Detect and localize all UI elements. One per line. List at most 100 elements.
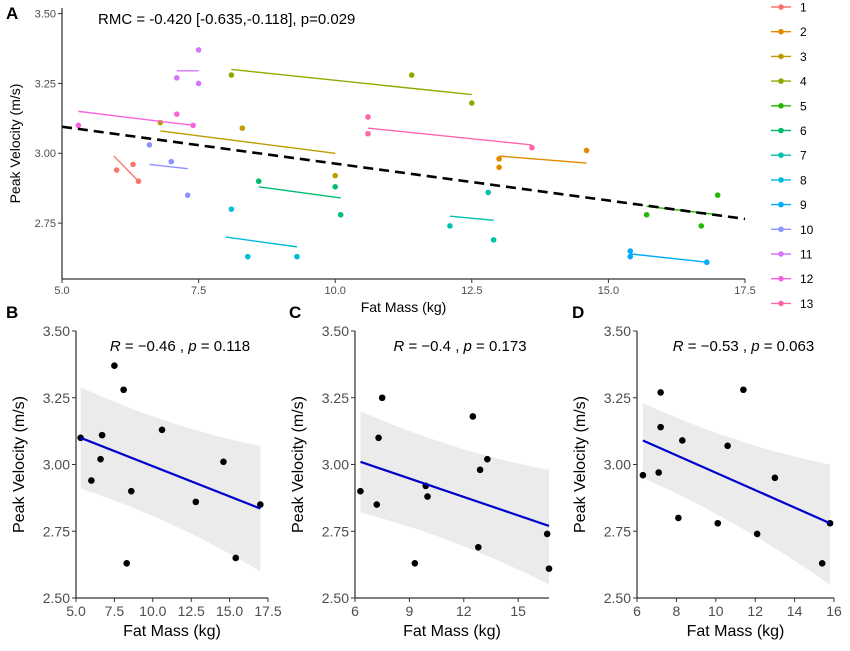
- subject-point: [294, 253, 300, 260]
- subject-point: [703, 259, 710, 266]
- y-axis-title: Peak Velocity (m/s): [7, 84, 23, 204]
- annotation-sep: ,: [180, 338, 184, 355]
- correlation-annotation: R = −0.53 , p = 0.063: [673, 338, 814, 355]
- subject-point: [195, 47, 202, 53]
- y-tick-label: 2.75: [322, 523, 349, 539]
- data-point: [375, 434, 382, 442]
- data-point: [378, 394, 386, 402]
- confidence-band: [360, 411, 549, 585]
- legend-label: 5: [800, 99, 807, 113]
- rmc-overall-line: [61, 125, 746, 221]
- annotation-text: =: [404, 338, 421, 355]
- confidence-band: [80, 387, 261, 572]
- x-tick-label: 15.0: [216, 603, 243, 619]
- y-tick-label: 3.25: [35, 78, 56, 90]
- subject-point: [113, 167, 120, 173]
- legend-label: 4: [800, 75, 807, 89]
- correlation-annotation: R = −0.46 , p = 0.118: [110, 338, 250, 355]
- y-tick-label: 2.50: [43, 590, 70, 606]
- x-tick-label: 12.5: [461, 285, 482, 297]
- subject-point: [332, 184, 339, 190]
- subject-fit-line: [258, 186, 341, 199]
- annotation-p-value: 0.118: [214, 338, 250, 355]
- x-tick-label: 5.0: [66, 603, 86, 619]
- panel-label: D: [572, 303, 584, 322]
- y-tick-label: 2.50: [604, 590, 631, 606]
- x-axis-title: Fat Mass (kg): [123, 623, 221, 640]
- subject-point: [485, 189, 491, 196]
- regression-line: [360, 460, 550, 527]
- legend-label: 12: [800, 272, 814, 286]
- subject-point: [75, 122, 82, 129]
- y-tick-label: 2.75: [35, 218, 56, 230]
- legend-label: 13: [800, 297, 814, 311]
- data-point: [469, 413, 477, 420]
- x-tick-label: 12: [456, 603, 472, 619]
- rmc-annotation: RMC = -0.420 [-0.635,-0.118], p=0.029: [98, 11, 355, 28]
- subject-point: [244, 253, 251, 260]
- annotation-text: =: [684, 338, 701, 355]
- x-axis-title: Fat Mass (kg): [403, 623, 501, 640]
- annotation-text: =: [760, 338, 777, 355]
- y-axis-title: Peak Velocity (m/s): [572, 396, 589, 533]
- data-point: [98, 431, 106, 439]
- data-point: [474, 543, 482, 551]
- data-point: [192, 498, 200, 506]
- legend-key-point: [778, 177, 784, 183]
- x-tick-label: 17.5: [254, 603, 281, 619]
- data-point: [232, 554, 240, 562]
- subject-point: [173, 111, 180, 117]
- panel-label: C: [289, 303, 301, 322]
- x-tick-label: 15: [510, 603, 526, 619]
- data-point: [655, 469, 662, 476]
- x-tick-label: 6: [633, 603, 641, 619]
- confidence-band: [642, 403, 831, 585]
- x-tick-label: 10: [708, 603, 724, 619]
- annotation-text: =: [121, 338, 138, 355]
- x-tick-label: 12.5: [178, 603, 205, 619]
- annotation-text: =: [197, 338, 214, 355]
- legend-label: 6: [800, 124, 807, 138]
- data-point: [675, 514, 682, 522]
- x-tick-label: 12: [747, 603, 763, 619]
- regression-line: [642, 439, 831, 525]
- y-tick-label: 3.50: [43, 323, 70, 339]
- y-axis-title: Peak Velocity (m/s): [11, 396, 28, 533]
- correlation-annotation: R = −0.4 , p = 0.173: [393, 338, 526, 355]
- panel-b: 5.0 7.5 10.0 12.5 15.0 17.5 2.50 2.75 3.00 3.25 3.…: [6, 303, 282, 640]
- subject-point: [228, 206, 235, 212]
- data-point: [357, 487, 364, 495]
- legend-key-point: [778, 4, 784, 10]
- subject-point: [496, 156, 502, 162]
- legend-key-point: [778, 103, 784, 109]
- subject-fit-line: [449, 215, 494, 222]
- legend-label: 10: [800, 223, 814, 237]
- data-point: [753, 530, 761, 538]
- data-point: [97, 455, 104, 463]
- data-point: [657, 389, 664, 396]
- y-tick-label: 3.50: [322, 323, 349, 339]
- subject-fit-line: [499, 155, 587, 164]
- subject-fit-line: [160, 130, 336, 154]
- subject-point: [337, 211, 344, 218]
- x-tick-label: 7.5: [191, 285, 206, 297]
- subject-point: [365, 114, 371, 120]
- legend-key-point: [778, 251, 784, 257]
- annotation-r-value: −0.46: [138, 338, 176, 355]
- annotation-p-value: 0.173: [489, 338, 527, 355]
- subject-point: [469, 100, 475, 106]
- legend-key-point: [778, 275, 784, 282]
- subject-point: [190, 122, 196, 129]
- y-tick-label: 3.00: [604, 457, 631, 473]
- x-tick-label: 16: [826, 603, 842, 619]
- data-point: [424, 493, 431, 500]
- annotation-p-value: 0.063: [777, 338, 815, 355]
- subject-fit-line: [231, 68, 472, 96]
- legend-label: 3: [800, 50, 807, 64]
- legend-label: 2: [800, 25, 807, 39]
- subject-point: [195, 80, 202, 87]
- legend-key-point: [778, 201, 784, 208]
- x-tick-label: 10.0: [324, 285, 345, 297]
